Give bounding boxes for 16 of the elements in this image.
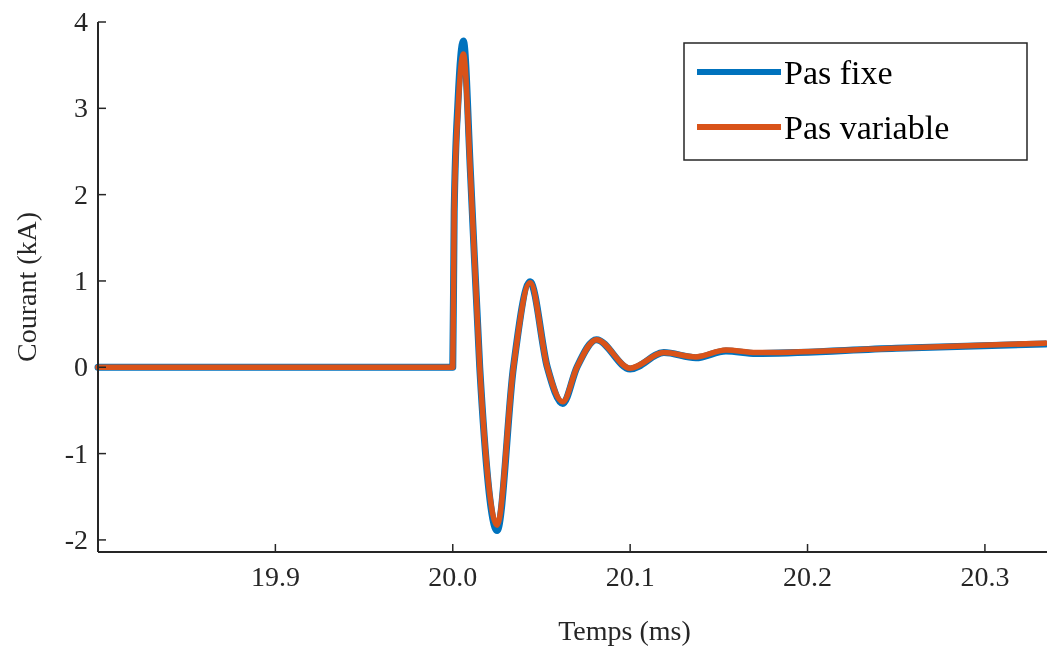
y-axis-title: Courant (kA) xyxy=(11,211,42,363)
legend-label: Pas fixe xyxy=(784,54,893,91)
x-axis-title: Temps (ms) xyxy=(558,615,691,646)
y-tick-label: 3 xyxy=(74,92,88,124)
y-tick-label: 4 xyxy=(74,6,88,37)
legend-label: Pas variable xyxy=(784,109,950,146)
x-tick-label: 19.9 xyxy=(250,561,300,592)
x-tick-label: 20.1 xyxy=(605,561,655,592)
y-tick-label: -1 xyxy=(64,437,88,469)
y-tick-label: 2 xyxy=(74,178,88,210)
x-tick-label: 20.2 xyxy=(783,561,833,592)
x-tick-label: 20.0 xyxy=(428,561,478,592)
y-tick-label: 0 xyxy=(74,351,88,383)
y-tick-label: 1 xyxy=(74,264,88,296)
y-tick-label: -2 xyxy=(64,523,88,555)
x-tick-label: 20.3 xyxy=(960,561,1010,592)
